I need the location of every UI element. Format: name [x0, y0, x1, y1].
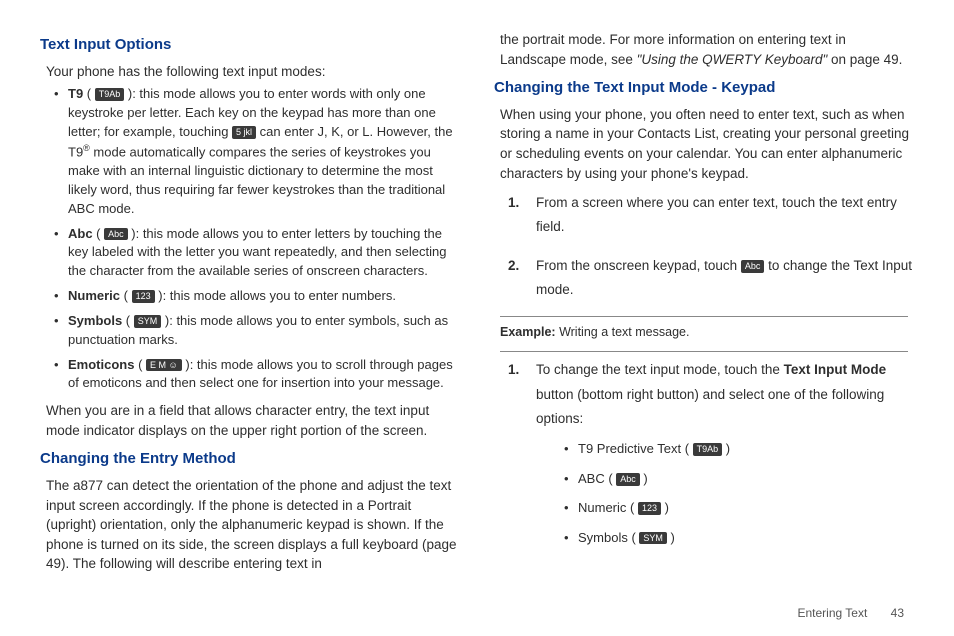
mode-t9: T9 ( T9Ab ): this mode allows you to ent… — [54, 85, 460, 218]
key-abc-icon: Abc — [104, 228, 128, 241]
section-label: Entering Text — [797, 606, 867, 620]
mode-abc: Abc ( Abc ): this mode allows you to ent… — [54, 225, 460, 282]
key-abc-icon: Abc — [616, 473, 640, 486]
mode-list: T9 ( T9Ab ): this mode allows you to ent… — [54, 85, 460, 393]
continuation-para: the portrait mode. For more information … — [500, 30, 914, 69]
key-t9ab-icon: T9Ab — [693, 443, 723, 456]
opt-numeric: Numeric ( 123 ) — [564, 496, 914, 519]
mode-symbols: Symbols ( SYM ): this mode allows you to… — [54, 312, 460, 350]
intro-text: Your phone has the following text input … — [46, 62, 460, 82]
left-column: Text Input Options Your phone has the fo… — [40, 30, 460, 616]
steps-list: 1.From a screen where you can enter text… — [508, 191, 914, 302]
opt-symbols: Symbols ( SYM ) — [564, 526, 914, 549]
step-1: 1.From a screen where you can enter text… — [508, 191, 914, 240]
key-5jkl-icon: 5 jkl — [232, 126, 256, 139]
opt-abc: ABC ( Abc ) — [564, 467, 914, 490]
page-footer: Entering Text 43 — [797, 606, 904, 620]
key-abc-icon: Abc — [741, 260, 765, 273]
page-number: 43 — [891, 606, 904, 620]
key-sym-icon: SYM — [639, 532, 667, 545]
step-2: 2.From the onscreen keypad, touch Abc to… — [508, 254, 914, 303]
mode-indicator-note: When you are in a field that allows char… — [46, 401, 460, 440]
heading-changing-mode: Changing the Text Input Mode - Keypad — [494, 77, 914, 99]
key-emoticon-icon: E M ☺ — [146, 359, 182, 372]
key-123-icon: 123 — [638, 502, 661, 515]
steps-list-2: 1.To change the text input mode, touch t… — [508, 358, 914, 548]
divider — [500, 316, 908, 317]
right-column: the portrait mode. For more information … — [494, 30, 914, 616]
opt-t9: T9 Predictive Text ( T9Ab ) — [564, 437, 914, 460]
option-list: T9 Predictive Text ( T9Ab ) ABC ( Abc ) … — [564, 437, 914, 549]
example-line: Example: Writing a text message. — [500, 323, 908, 341]
step-1b: 1.To change the text input mode, touch t… — [508, 358, 914, 548]
mode-numeric: Numeric ( 123 ): this mode allows you to… — [54, 287, 460, 306]
key-123-icon: 123 — [132, 290, 155, 303]
divider — [500, 351, 908, 352]
mode-emoticons: Emoticons ( E M ☺ ): this mode allows yo… — [54, 356, 460, 394]
heading-text-input-options: Text Input Options — [40, 34, 460, 56]
keypad-intro: When using your phone, you often need to… — [500, 105, 914, 183]
key-sym-icon: SYM — [134, 315, 162, 328]
key-t9ab-icon: T9Ab — [95, 88, 125, 101]
heading-changing-entry: Changing the Entry Method — [40, 448, 460, 470]
entry-method-para: The a877 can detect the orientation of t… — [46, 476, 460, 574]
